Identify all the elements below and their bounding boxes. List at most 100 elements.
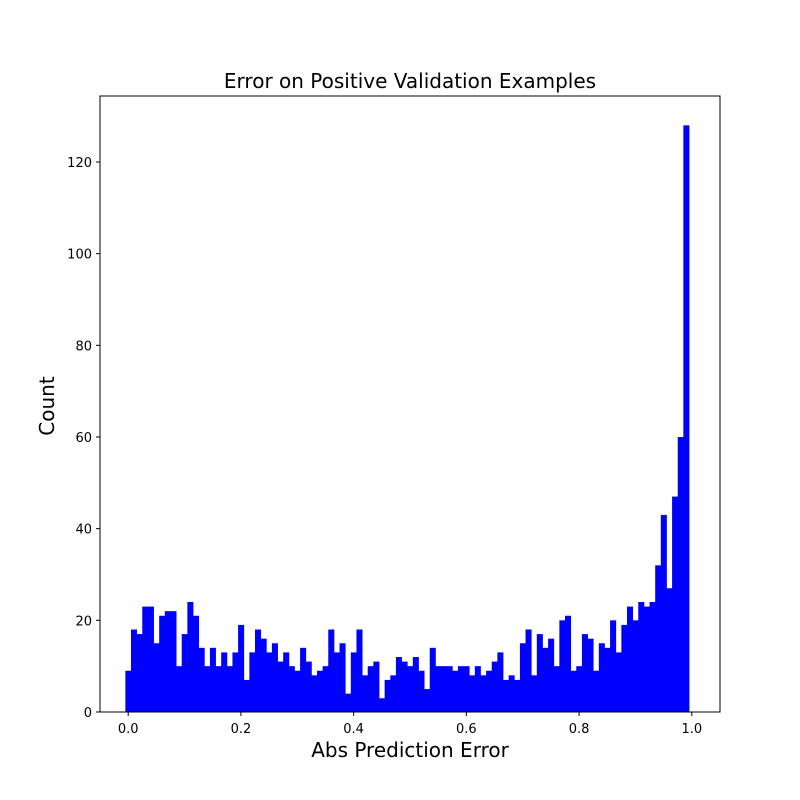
histogram-bar — [142, 606, 149, 712]
histogram-bar — [311, 675, 318, 712]
histogram-bar — [238, 624, 245, 712]
histogram-bar — [395, 657, 402, 712]
x-tick-label: 0.4 — [343, 722, 364, 737]
histogram-bar — [474, 666, 481, 712]
histogram-bar — [131, 629, 138, 712]
plot-frame — [99, 95, 721, 713]
y-tick-label: 0 — [84, 706, 92, 721]
histogram-bar — [204, 666, 211, 712]
histogram-bar — [435, 666, 442, 712]
histogram-bar — [412, 657, 419, 712]
histogram-bar — [627, 606, 634, 712]
x-axis: 0.0 0.2 0.4 0.6 0.8 1.0 — [118, 712, 702, 737]
histogram-bar — [660, 514, 667, 712]
x-tick-label: 0.8 — [569, 722, 590, 737]
histogram-bar — [226, 666, 233, 712]
histogram-bar — [407, 666, 414, 712]
histogram-bar — [424, 689, 431, 712]
histogram-bar — [480, 675, 487, 712]
histogram-bar — [570, 670, 577, 712]
histogram-bar — [187, 602, 194, 712]
y-tick-label: 40 — [75, 523, 92, 538]
histogram-bar — [367, 666, 374, 712]
histogram-bar — [288, 666, 295, 712]
histogram-bar — [255, 629, 262, 712]
histogram-bar — [209, 647, 216, 712]
histogram-bar — [136, 634, 143, 712]
y-axis: 0 20 40 60 80 100 120 — [67, 156, 100, 721]
histogram-bar — [677, 437, 684, 712]
histogram-bar — [379, 698, 386, 712]
histogram-bar — [649, 602, 656, 712]
histogram-bar — [469, 675, 476, 712]
histogram-bar — [153, 643, 160, 712]
histogram-bar — [350, 652, 357, 712]
histogram-bar — [345, 693, 352, 712]
histogram-bar — [491, 661, 498, 712]
histogram-bar — [333, 652, 340, 712]
y-tick-label: 20 — [75, 614, 92, 629]
histogram-bar — [305, 661, 312, 712]
histogram-bar — [632, 620, 639, 712]
histogram-bar — [519, 643, 526, 712]
histogram-bar — [598, 643, 605, 712]
y-tick-label: 120 — [67, 156, 92, 171]
histogram-bar — [457, 666, 464, 712]
histogram-bar — [615, 652, 622, 712]
histogram-bar — [683, 125, 690, 713]
histogram-bar — [531, 675, 538, 712]
histogram-bar — [384, 679, 391, 712]
histogram-bar — [604, 647, 611, 712]
y-tick-label: 100 — [67, 248, 92, 263]
histogram-bar — [418, 670, 425, 712]
histogram-bar — [638, 602, 645, 712]
histogram-bar — [497, 652, 504, 712]
histogram-bar — [159, 615, 166, 712]
histogram-bar — [581, 634, 588, 712]
histogram-bar — [260, 638, 267, 712]
histogram-bar — [322, 666, 329, 712]
histogram-bar — [536, 634, 543, 712]
y-tick-label: 60 — [75, 431, 92, 446]
histogram-bar — [277, 661, 284, 712]
x-axis-label: Abs Prediction Error — [311, 738, 509, 762]
histogram-bar — [508, 675, 515, 712]
histogram-bar — [441, 666, 448, 712]
histogram-bar — [463, 666, 470, 712]
histogram-bar — [503, 679, 510, 712]
histogram-bar — [198, 647, 205, 712]
histogram-bar — [266, 652, 273, 712]
histogram-bar — [164, 611, 171, 712]
x-tick-label: 0.2 — [231, 722, 252, 737]
x-tick-label: 0.6 — [456, 722, 477, 737]
histogram-bar — [643, 606, 650, 712]
histogram-bar — [147, 606, 154, 712]
histogram-bar — [249, 652, 256, 712]
histogram-bar — [666, 588, 673, 712]
histogram-bar — [317, 670, 324, 712]
histogram-bar — [181, 634, 188, 712]
histogram-bar — [548, 638, 555, 712]
histogram-bar — [553, 666, 560, 712]
x-tick-label: 0.0 — [118, 722, 139, 737]
histogram-bar — [339, 643, 346, 712]
histogram-bar — [559, 620, 566, 712]
histogram-bar — [593, 670, 600, 712]
histogram-bar — [221, 652, 228, 712]
histogram-bar — [429, 647, 436, 712]
histogram-bar — [390, 675, 397, 712]
histogram-bar — [283, 652, 290, 712]
histogram-bar — [452, 670, 459, 712]
histogram-bar — [193, 615, 200, 712]
histogram-bar — [232, 652, 239, 712]
histogram-bar — [514, 679, 521, 712]
y-tick-label: 80 — [75, 339, 92, 354]
histogram-bar — [362, 675, 369, 712]
histogram-bar — [401, 661, 408, 712]
y-axis-label: Count — [35, 376, 59, 436]
histogram-bar — [525, 629, 532, 712]
histogram-bar — [610, 620, 617, 712]
histogram-bar — [373, 661, 380, 712]
histogram-bar — [294, 670, 301, 712]
histogram-bar — [672, 496, 679, 712]
